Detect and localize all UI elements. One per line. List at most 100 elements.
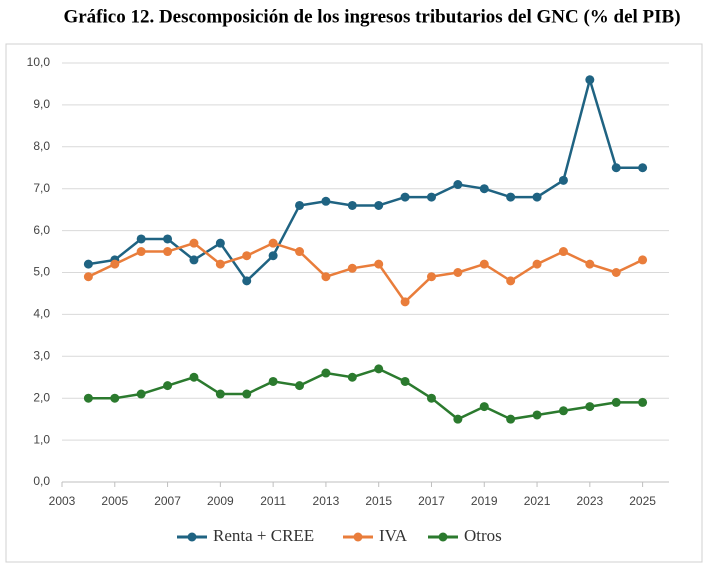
x-tick-label: 2009 [207, 494, 234, 508]
data-point [347, 200, 357, 210]
data-point [374, 364, 384, 374]
x-tick-label: 2013 [313, 494, 340, 508]
data-point [558, 175, 568, 185]
data-point [347, 372, 357, 382]
data-point [506, 414, 516, 424]
data-point [374, 259, 384, 269]
series-line [87, 241, 644, 304]
data-point [400, 297, 410, 307]
data-point [242, 389, 252, 399]
data-point [374, 200, 384, 210]
y-tick-label: 4,0 [33, 307, 50, 321]
data-point [400, 192, 410, 202]
data-point [638, 397, 648, 407]
data-point [611, 397, 621, 407]
y-tick-label: 3,0 [33, 348, 50, 362]
data-point [611, 163, 621, 173]
chart-frame [5, 43, 703, 563]
data-point [83, 259, 93, 269]
x-tick-label: 2025 [629, 494, 656, 508]
data-point [268, 251, 278, 261]
data-point [479, 402, 489, 412]
series-line [88, 367, 643, 421]
data-point [400, 376, 410, 386]
data-point [215, 259, 225, 269]
data-point [163, 247, 173, 257]
x-tick-label: 2007 [154, 494, 181, 508]
x-tick-label: 2015 [365, 494, 392, 508]
x-tick-label: 2023 [576, 494, 603, 508]
data-point [189, 238, 199, 248]
data-point [558, 247, 568, 257]
data-point [242, 276, 252, 286]
legend-marker [438, 532, 448, 542]
y-tick-label: 2,0 [33, 390, 50, 404]
data-point [83, 393, 93, 403]
data-point [136, 234, 146, 244]
legend-label: IVA [379, 526, 408, 545]
data-point [611, 268, 621, 277]
y-tick-label: 7,0 [33, 181, 50, 195]
legend-marker [187, 532, 197, 542]
y-tick-label: 0,0 [33, 474, 50, 488]
data-point [585, 402, 595, 412]
y-tick-label: 1,0 [33, 432, 50, 446]
data-point [295, 381, 305, 391]
data-point [426, 192, 436, 202]
data-point [532, 192, 542, 202]
x-tick-label: 2019 [471, 494, 498, 508]
data-point [321, 272, 331, 282]
data-point [585, 259, 595, 269]
data-point [110, 393, 120, 403]
data-point [83, 272, 93, 282]
data-point [215, 238, 225, 248]
x-tick-label: 2005 [101, 494, 128, 508]
series-line [88, 75, 643, 283]
data-point [215, 389, 225, 399]
legend-label: Renta + CREE [213, 526, 314, 545]
x-tick-label: 2003 [49, 494, 76, 508]
data-point [163, 381, 173, 391]
data-point [110, 259, 120, 269]
data-point [136, 247, 146, 257]
data-point [638, 255, 648, 265]
data-point [479, 184, 489, 194]
data-point [532, 259, 542, 269]
data-point [163, 234, 173, 244]
data-point [295, 200, 305, 210]
y-tick-label: 6,0 [33, 223, 50, 237]
data-point [189, 372, 199, 382]
legend-label: Otros [464, 526, 502, 545]
data-point [453, 414, 463, 424]
x-tick-label: 2017 [418, 494, 445, 508]
data-point [268, 376, 278, 386]
data-point [347, 263, 357, 273]
data-point [453, 180, 463, 190]
data-point [506, 276, 516, 286]
data-point [136, 389, 146, 399]
data-point [426, 393, 436, 403]
data-point [189, 255, 199, 265]
data-point [321, 368, 331, 378]
chart-title: Gráfico 12. Descomposición de los ingres… [63, 6, 680, 27]
data-point [506, 192, 516, 202]
data-point [453, 268, 463, 277]
y-tick-label: 9,0 [33, 97, 50, 111]
legend-marker [353, 532, 363, 542]
data-point [295, 247, 305, 257]
data-point [558, 406, 568, 416]
data-point [321, 196, 331, 206]
x-tick-label: 2021 [524, 494, 551, 508]
data-point [532, 410, 542, 420]
data-point [242, 251, 252, 261]
y-tick-label: 5,0 [33, 265, 50, 279]
data-point [585, 75, 595, 85]
data-point [268, 238, 278, 248]
y-tick-label: 10,0 [27, 55, 51, 69]
data-point [638, 163, 648, 173]
x-tick-label: 2011 [260, 494, 286, 508]
data-point [479, 259, 489, 269]
y-tick-label: 8,0 [33, 139, 50, 153]
data-point [426, 272, 436, 282]
